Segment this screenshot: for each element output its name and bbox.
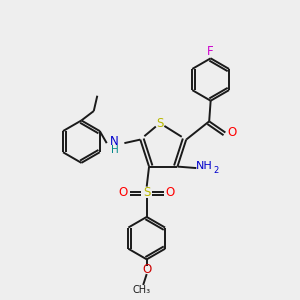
Text: 2: 2 — [213, 166, 218, 175]
Text: O: O — [142, 263, 151, 276]
Text: O: O — [118, 186, 128, 199]
Text: O: O — [166, 186, 175, 199]
Text: F: F — [207, 45, 214, 58]
Text: S: S — [143, 186, 150, 199]
Text: N: N — [110, 135, 119, 148]
Text: O: O — [227, 126, 236, 139]
Text: S: S — [156, 117, 164, 130]
Text: H: H — [111, 145, 119, 154]
Text: CH₃: CH₃ — [132, 285, 151, 295]
Text: NH: NH — [196, 161, 213, 171]
